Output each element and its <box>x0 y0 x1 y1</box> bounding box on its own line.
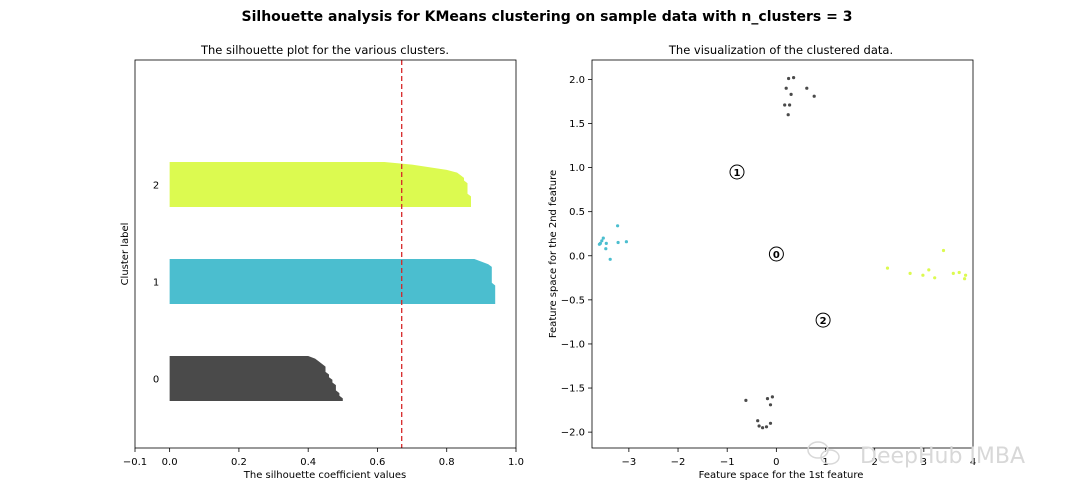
data-point <box>761 426 765 430</box>
scatter-ytick-label: −0.5 <box>561 295 585 306</box>
data-point <box>624 240 629 244</box>
cluster-center-0 <box>768 246 784 262</box>
data-point <box>783 103 787 107</box>
silhouette-xtick-label: −0.1 <box>123 457 147 468</box>
silhouette-xtick-label: 1.0 <box>508 457 524 468</box>
silhouette-band-2 <box>169 162 472 207</box>
cluster-scatter-ylabel: Feature space for the 2nd feature <box>548 170 559 338</box>
scatter-xtick-label: 4 <box>970 457 976 468</box>
silhouette-plot-frame <box>134 59 517 449</box>
scatter-ytick-label: 1.5 <box>569 119 585 130</box>
cluster-label-1: 1 <box>153 278 159 289</box>
cluster-center-label-2: 2 <box>820 316 827 327</box>
data-point <box>765 397 770 401</box>
data-point <box>963 277 967 281</box>
cluster-center-2 <box>815 312 831 328</box>
data-point <box>597 242 602 246</box>
data-point <box>768 421 773 425</box>
scatter-ytick-label: 0.5 <box>569 207 585 218</box>
silhouette-xtick-label: 0.4 <box>300 457 316 468</box>
scatter-xtick-label: 3 <box>921 457 927 468</box>
data-point <box>744 398 748 402</box>
data-point <box>951 271 955 275</box>
scatter-ytick-label: 1.0 <box>569 163 585 174</box>
silhouette-xtick-label: 0.0 <box>162 457 178 468</box>
data-point <box>756 419 760 423</box>
data-point <box>786 113 790 117</box>
silhouette-plot: The silhouette plot for the various clus… <box>120 43 524 481</box>
data-point <box>604 247 608 251</box>
data-point <box>957 270 961 275</box>
data-point <box>787 76 791 81</box>
data-point <box>792 76 796 80</box>
data-point <box>604 241 608 245</box>
cluster-scatter-title: The visualization of the clustered data. <box>668 43 893 57</box>
cluster-scatter-plot: The visualization of the clustered data.… <box>548 43 976 481</box>
silhouette-band-1 <box>169 259 496 304</box>
data-point <box>789 92 793 96</box>
data-point <box>964 273 968 277</box>
silhouette-plot-xlabel: The silhouette coefficient values <box>243 470 407 481</box>
data-point <box>933 276 937 280</box>
cluster-scatter-xlabel: Feature space for the 1st feature <box>699 470 864 481</box>
data-point <box>941 248 946 253</box>
data-point <box>601 236 605 240</box>
scatter-xtick-label: 2 <box>871 457 877 468</box>
data-point <box>600 239 604 243</box>
cluster-center-label-0: 0 <box>773 250 780 261</box>
cluster-label-0: 0 <box>153 375 159 386</box>
scatter-ytick-label: −1.0 <box>561 339 585 350</box>
data-point <box>608 257 612 261</box>
scatter-xtick-label: 0 <box>773 457 779 468</box>
data-point <box>921 273 925 277</box>
data-point <box>616 224 620 228</box>
wechat-icon <box>807 441 840 465</box>
cluster-label-2: 2 <box>153 181 159 192</box>
data-point <box>768 403 773 407</box>
data-point <box>927 268 931 272</box>
cluster-scatter-frame <box>591 59 974 449</box>
scatter-ytick-label: 0.0 <box>569 251 585 262</box>
watermark-text: DeepHub IMBA <box>860 444 1025 469</box>
scatter-ytick-label: −1.5 <box>561 384 585 395</box>
data-point <box>757 424 761 428</box>
scatter-ytick-label: 2.0 <box>569 75 585 86</box>
data-point <box>770 395 775 399</box>
silhouette-plot-ylabel: Cluster label <box>120 223 131 286</box>
data-point <box>788 103 792 107</box>
data-point <box>812 94 816 98</box>
scatter-xtick-label: −1 <box>720 457 735 468</box>
silhouette-plot-title: The silhouette plot for the various clus… <box>200 43 449 57</box>
data-point <box>885 266 890 270</box>
cluster-center-label-1: 1 <box>734 168 741 179</box>
data-point <box>908 271 912 275</box>
data-point <box>764 425 769 429</box>
watermark: DeepHub IMBA <box>807 441 1025 469</box>
data-point <box>784 86 788 90</box>
silhouette-band-0 <box>169 356 343 401</box>
data-point <box>616 240 620 245</box>
scatter-xtick-label: −3 <box>621 457 636 468</box>
cluster-center-1 <box>729 164 745 180</box>
figure-suptitle: Silhouette analysis for KMeans clusterin… <box>242 9 853 25</box>
silhouette-xtick-label: 0.6 <box>370 457 386 468</box>
silhouette-xtick-label: 0.2 <box>231 457 247 468</box>
scatter-xtick-label: −2 <box>671 457 686 468</box>
data-point <box>805 86 809 90</box>
scatter-ytick-label: −2.0 <box>561 428 585 439</box>
silhouette-xtick-label: 0.8 <box>439 457 455 468</box>
